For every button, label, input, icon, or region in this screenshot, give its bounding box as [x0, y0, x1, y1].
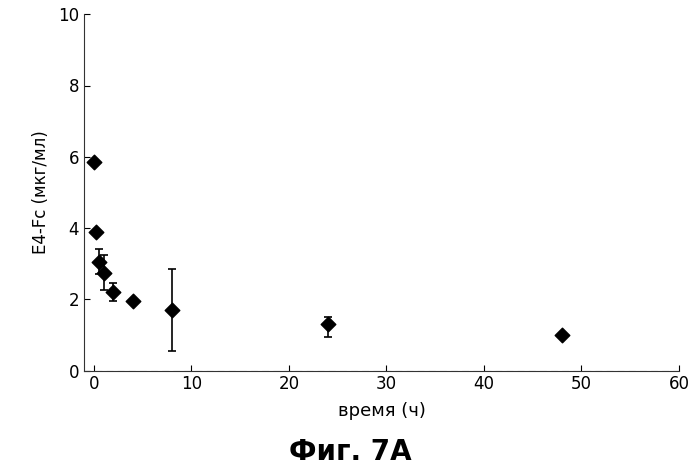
Point	[127, 297, 139, 305]
Point	[93, 258, 104, 266]
Text: Фиг. 7A: Фиг. 7A	[288, 437, 412, 466]
Point	[556, 331, 568, 339]
Point	[88, 158, 99, 166]
Point	[90, 228, 101, 236]
Point	[166, 306, 177, 314]
Point	[98, 269, 109, 276]
Y-axis label: E4-Fc (мкг/мл): E4-Fc (мкг/мл)	[32, 131, 50, 254]
Point	[322, 320, 333, 328]
Point	[108, 288, 119, 296]
X-axis label: время (ч): время (ч)	[337, 402, 426, 420]
